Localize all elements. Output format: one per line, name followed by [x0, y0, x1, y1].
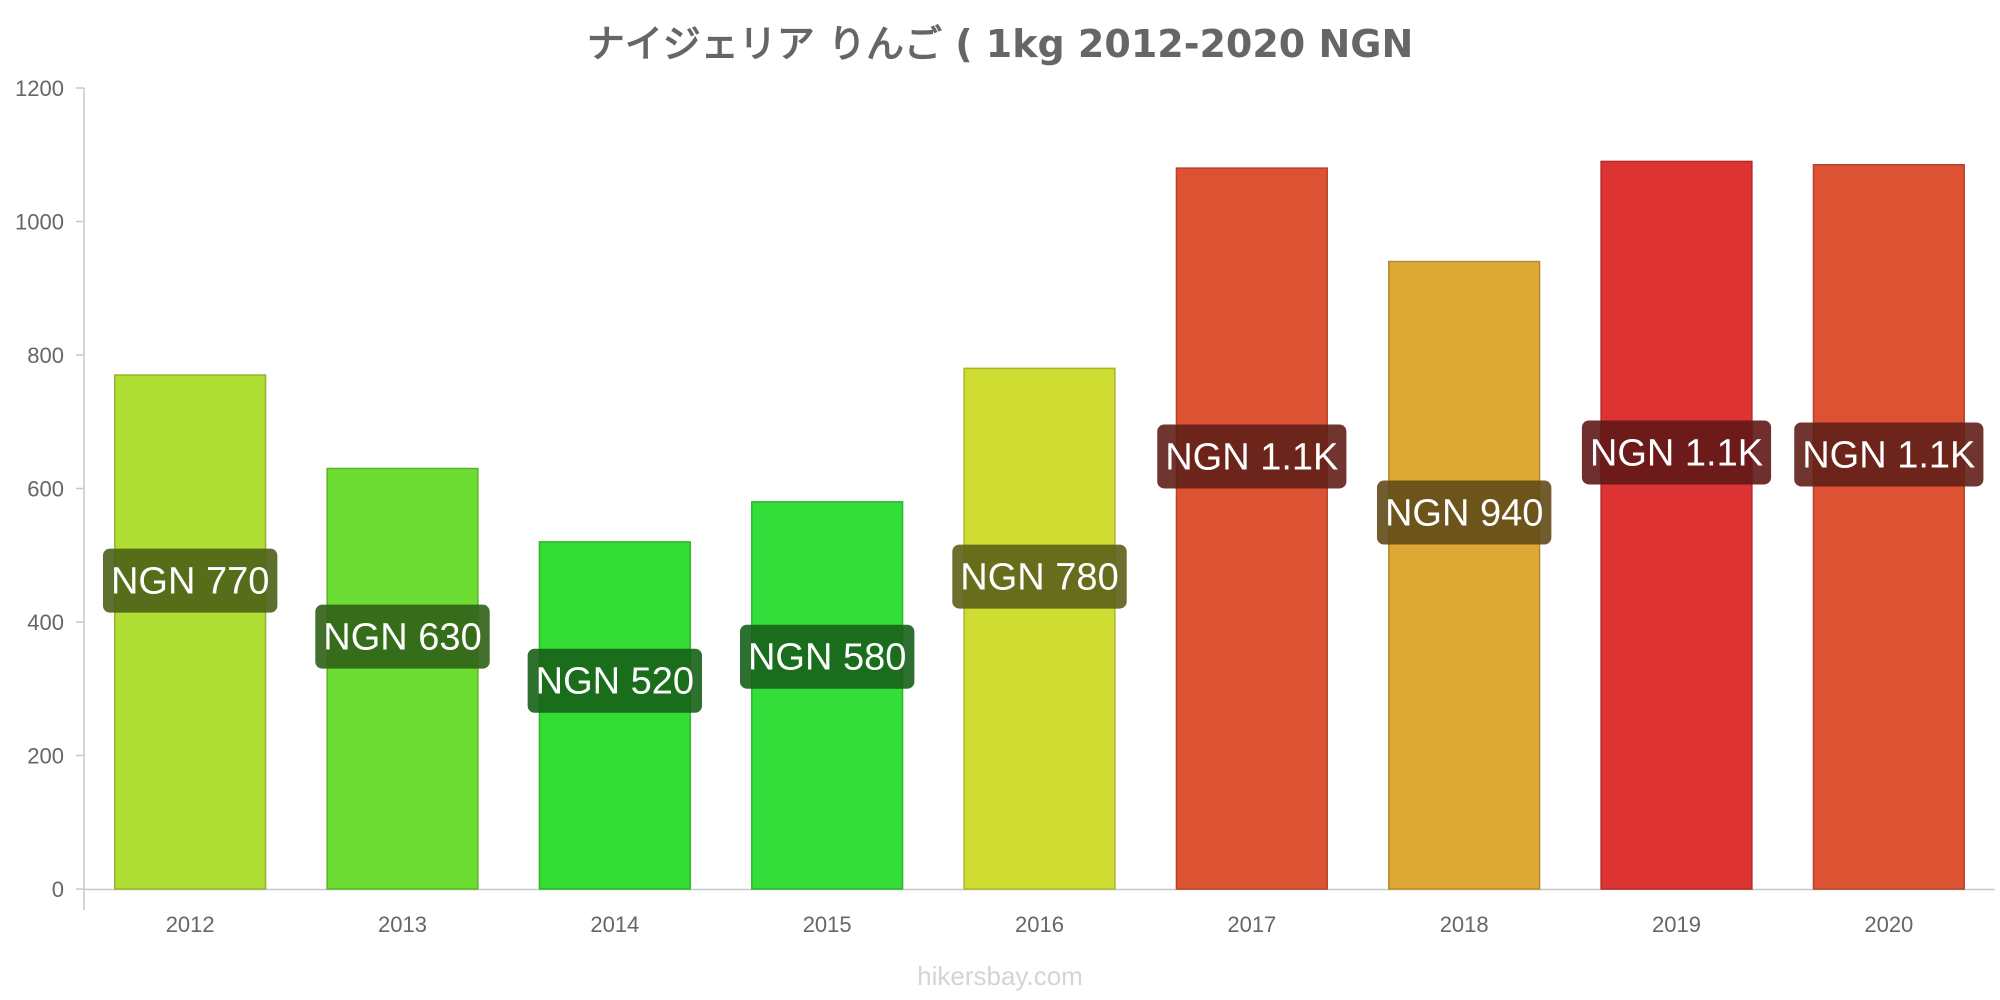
data-label-box: [315, 604, 490, 669]
x-tick-label: 2018: [1440, 912, 1489, 937]
x-tick-label: 2013: [378, 912, 427, 937]
data-label-box: [1794, 422, 1984, 487]
y-tick-label: 200: [27, 744, 64, 769]
source-watermark: hikersbay.com: [917, 961, 1083, 991]
data-label: NGN 520: [527, 648, 703, 713]
data-label: NGN 580: [739, 624, 915, 689]
x-tick-label: 2015: [803, 912, 852, 937]
bar: [1388, 260, 1541, 890]
data-label: NGN 630: [315, 604, 490, 669]
data-label-text: NGN 630: [323, 617, 481, 659]
data-label: NGN 770: [102, 548, 278, 613]
bar: [538, 541, 691, 890]
y-tick-label: 600: [27, 477, 64, 502]
y-tick-label: 1000: [15, 210, 64, 235]
data-label-text: NGN 1.1K: [1802, 434, 1975, 476]
data-label-box: [1157, 424, 1347, 489]
data-label-text: NGN 1.1K: [1590, 432, 1763, 474]
data-label-text: NGN 780: [960, 557, 1118, 599]
x-tick-label: 2012: [166, 912, 215, 937]
bar: [114, 374, 267, 890]
bar: [1600, 160, 1753, 890]
y-tick-label: 1200: [15, 76, 64, 101]
data-label: NGN 780: [952, 544, 1127, 609]
data-label: NGN 940: [1376, 480, 1552, 545]
data-label-box: [1581, 420, 1772, 485]
data-label-text: NGN 770: [111, 561, 269, 603]
data-label: NGN 1.1K: [1581, 420, 1772, 485]
x-tick-label: 2014: [590, 912, 639, 937]
data-label: NGN 1.1K: [1157, 424, 1347, 489]
bar: [751, 501, 904, 890]
data-label-text: NGN 940: [1385, 493, 1543, 535]
x-tick-label: 2019: [1652, 912, 1701, 937]
y-tick-label: 0: [52, 877, 64, 902]
data-label-box: [952, 544, 1127, 609]
y-tick-label: 400: [27, 610, 64, 635]
data-label-text: NGN 1.1K: [1165, 436, 1338, 478]
data-label-text: NGN 580: [748, 637, 906, 679]
data-label-box: [739, 624, 915, 689]
x-tick-label: 2017: [1227, 912, 1276, 937]
data-label-text: NGN 520: [536, 661, 694, 703]
bar: [326, 467, 479, 890]
y-tick-label: 800: [27, 343, 64, 368]
data-label-box: [102, 548, 278, 613]
y-axis-ticks: 0 200 400 600 800 1000 1200: [15, 76, 84, 902]
bar: [1812, 164, 1965, 890]
bar: [963, 367, 1116, 890]
data-label-box: [527, 648, 703, 713]
data-label: NGN 1.1K: [1794, 422, 1984, 487]
bars-group: [114, 160, 1965, 890]
data-labels-group: NGN 770 NGN 630 NGN 520 NGN 580 NGN 780 NGN 1…: [102, 420, 1984, 713]
bar: [1175, 167, 1328, 890]
x-tick-label: 2020: [1864, 912, 1913, 937]
x-tick-label: 2016: [1015, 912, 1064, 937]
data-label-box: [1376, 480, 1552, 545]
x-axis-ticks: 2012 2013 2014 2015 2016 2017 2018 2019 2020: [166, 912, 1914, 937]
chart-title: ナイジェリア りんご ( 1kg 2012-2020 NGN: [587, 22, 1414, 66]
